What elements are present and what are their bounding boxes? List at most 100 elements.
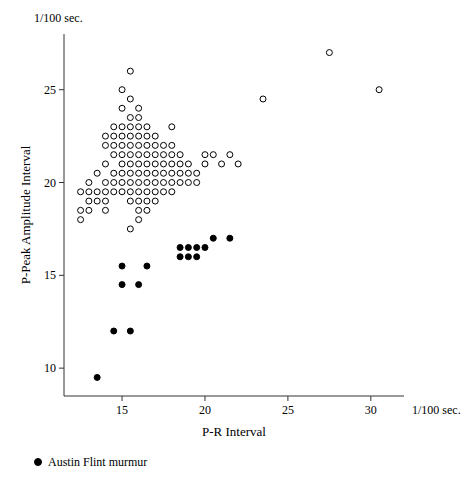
open-point [111,180,117,186]
open-point [111,124,117,130]
open-point [94,198,100,204]
open-point [210,152,216,158]
open-point [161,142,167,148]
filled-point [119,263,125,269]
open-point [94,170,100,176]
open-point [144,142,150,148]
open-point [102,161,108,167]
filled-point [94,374,100,380]
filled-point [194,244,200,250]
open-point [152,170,158,176]
filled-point [227,235,233,241]
open-point [144,133,150,139]
x-tick-label: 30 [365,403,377,417]
open-point [194,170,200,176]
open-point [235,161,241,167]
open-point [376,87,382,93]
open-point [94,189,100,195]
open-point [127,152,133,158]
filled-point [136,282,142,288]
y-tick [59,275,64,276]
y-tick-label: 15 [44,268,56,282]
open-point [152,198,158,204]
open-point [144,170,150,176]
open-point [161,189,167,195]
open-point [119,180,125,186]
filled-point [144,263,150,269]
x-tick [204,396,205,401]
y-tick-label: 20 [44,176,56,190]
open-point [127,133,133,139]
open-point [127,198,133,204]
x-unit-annotation: 1/100 sec. [412,403,461,417]
x-tick [287,396,288,401]
points [78,50,383,381]
open-point [185,180,191,186]
x-tick [122,396,123,401]
open-point [119,161,125,167]
y-tick-label: 25 [44,83,56,97]
open-point [227,152,233,158]
legend: Austin Flint murmur [35,455,148,469]
open-point [177,180,183,186]
open-point [127,142,133,148]
filled-point [194,254,200,260]
open-point [169,170,175,176]
open-point [202,152,208,158]
open-point [102,180,108,186]
open-point [169,152,175,158]
open-point [127,180,133,186]
open-point [119,133,125,139]
x-tick-label: 25 [282,403,294,417]
x-tick-label: 15 [116,403,128,417]
y-tick [59,89,64,90]
open-point [111,133,117,139]
open-point [169,142,175,148]
open-point [144,180,150,186]
open-point [119,189,125,195]
x-axis-label: P-R Interval [202,424,266,439]
chart-container: 1520253010152025P-R IntervalP-Peak Ampli… [0,0,474,488]
filled-point [210,235,216,241]
open-point [136,115,142,121]
filled-point [119,282,125,288]
open-point [185,161,191,167]
chart: 1520253010152025P-R IntervalP-Peak Ampli… [0,0,474,488]
open-point [86,207,92,213]
filled-point [127,328,133,334]
open-point [152,133,158,139]
open-point [177,161,183,167]
open-point [185,170,191,176]
filled-point [111,328,117,334]
open-point [219,161,225,167]
open-point [144,161,150,167]
open-point [86,198,92,204]
open-point [119,124,125,130]
open-point [169,180,175,186]
open-point [136,170,142,176]
open-point [119,152,125,158]
open-point [152,189,158,195]
x-axis-line [64,396,404,397]
y-tick [59,182,64,183]
open-point [136,189,142,195]
y-axis-line [64,34,65,396]
open-point [78,189,84,195]
open-point [161,180,167,186]
open-point [152,180,158,186]
open-point [260,96,266,102]
y-tick [59,368,64,369]
open-point [78,207,84,213]
open-point [144,198,150,204]
open-point [194,180,200,186]
open-point [144,124,150,130]
filled-point [177,254,183,260]
open-point [136,124,142,130]
filled-point [185,244,191,250]
open-point [102,198,108,204]
open-point [127,170,133,176]
open-point [78,217,84,223]
open-point [119,105,125,111]
open-point [136,152,142,158]
y-tick-label: 10 [44,361,56,375]
